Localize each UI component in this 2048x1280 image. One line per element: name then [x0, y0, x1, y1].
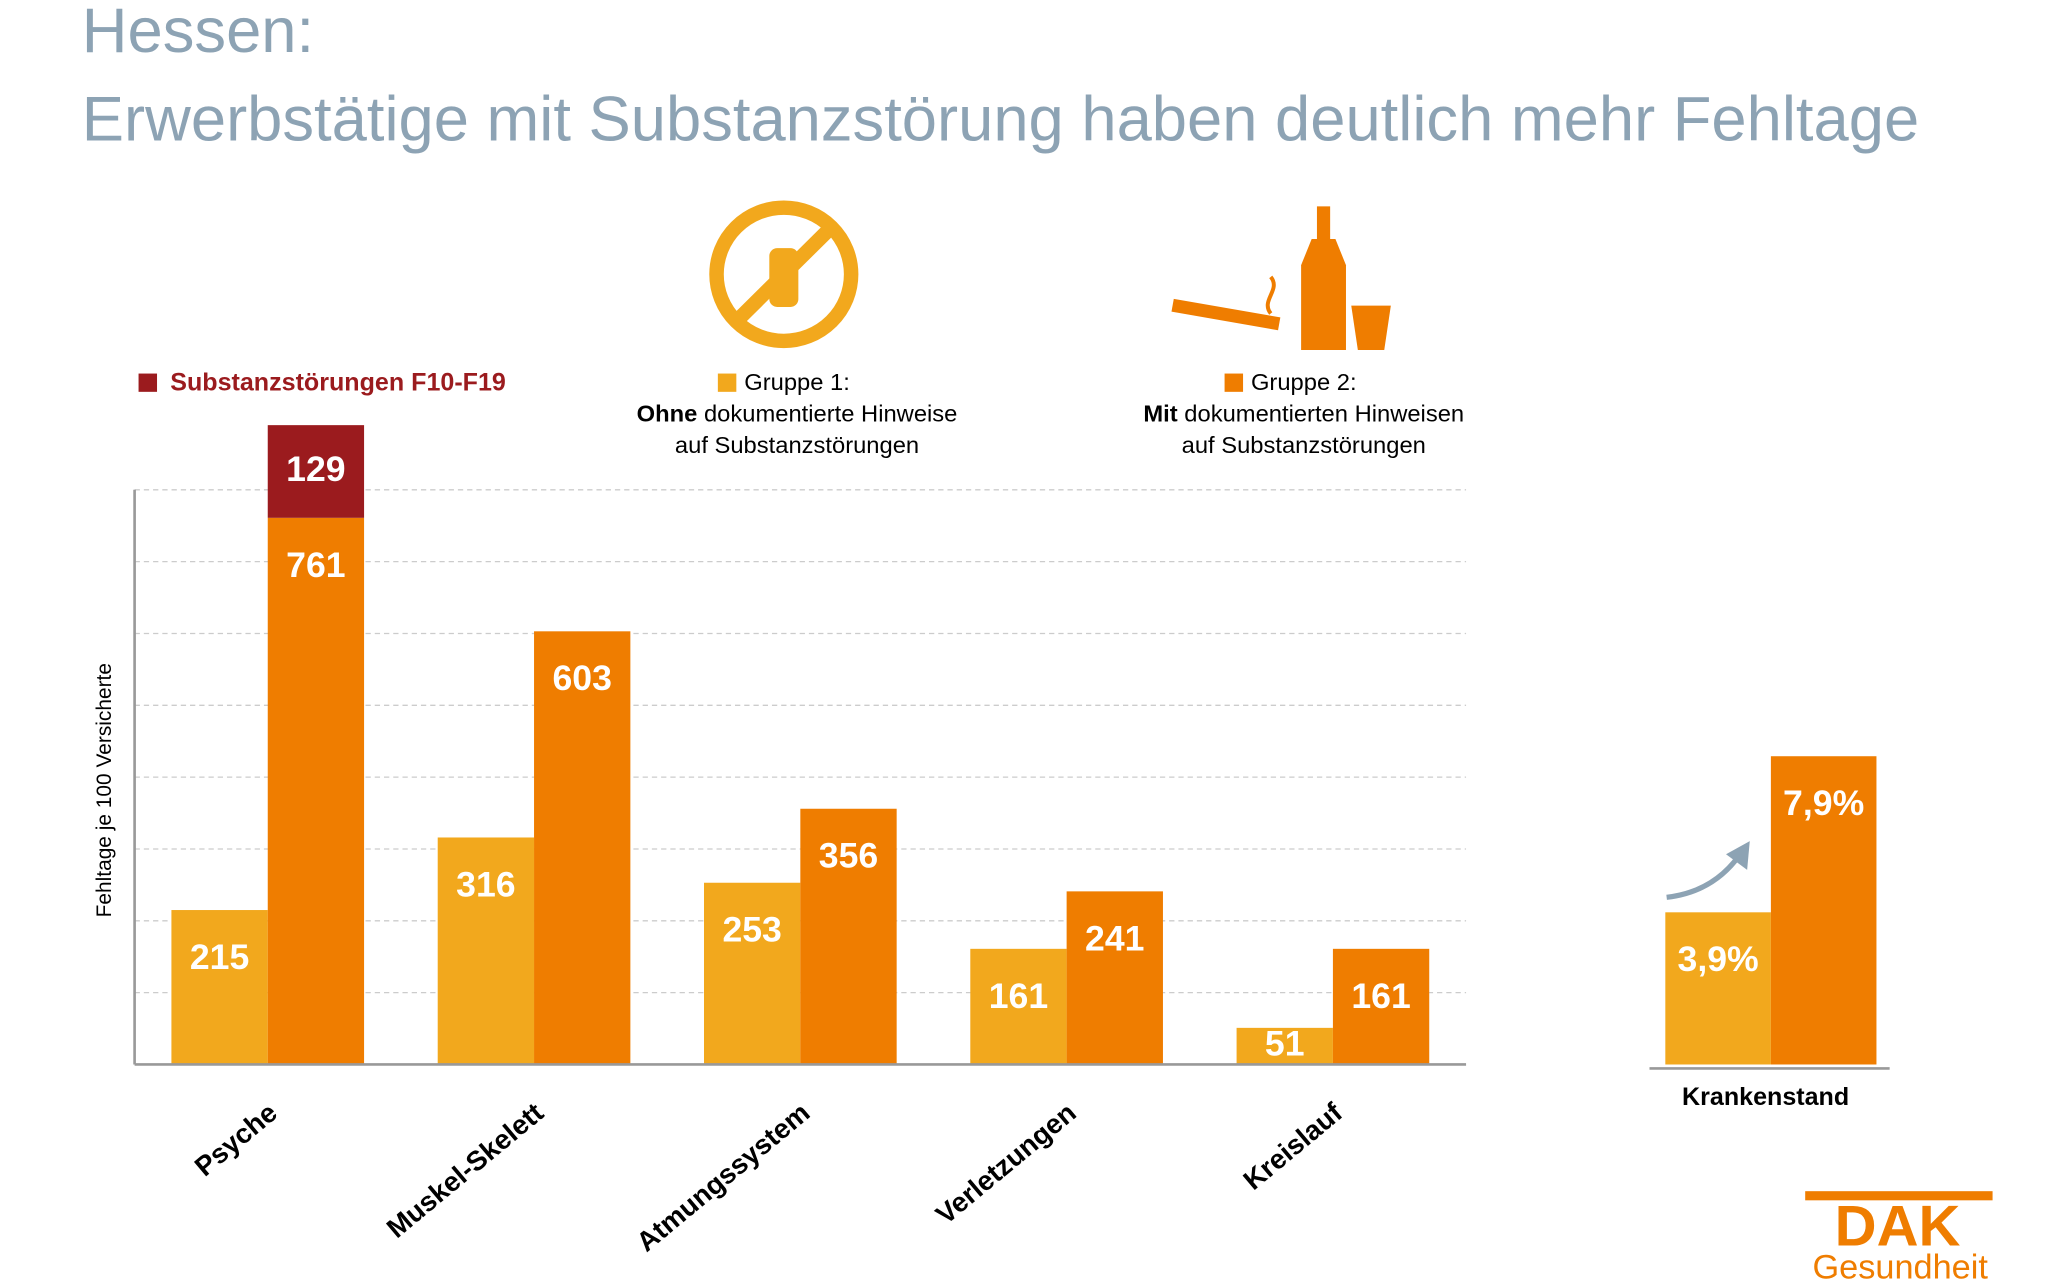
value-label: 761	[286, 545, 345, 585]
value-label: 51	[1265, 1024, 1305, 1064]
value-label: 3,9%	[1678, 939, 1759, 979]
legend-desc-text: dokumentierten Hinweisen	[1184, 402, 1464, 428]
x-tick-label: Psyche	[189, 1097, 283, 1182]
bar	[1332, 948, 1430, 1065]
legend-label: Gruppe 2:	[1251, 370, 1357, 396]
logo-brand: DAK	[1835, 1195, 1961, 1259]
legend-label: Substanzstörungen F10-F19	[170, 369, 506, 397]
value-label: 316	[456, 865, 515, 905]
value-label: 215	[190, 937, 249, 977]
bar	[1665, 912, 1771, 1065]
x-tick-label: Kreislauf	[1237, 1096, 1348, 1196]
bar	[1236, 1027, 1333, 1065]
value-label: 253	[722, 910, 781, 950]
legend-swatch	[1224, 373, 1244, 392]
x-tick-label: Atmungssystem	[630, 1097, 815, 1258]
x-tick-label: Krankenstand	[1682, 1083, 1849, 1111]
value-label: 356	[819, 836, 878, 876]
legend-desc: auf Substanzstörungen	[1182, 433, 1426, 459]
value-label: 7,9%	[1783, 783, 1864, 823]
legend-desc: auf Substanzstörungen	[675, 433, 919, 459]
legend-desc-bold: Ohne	[637, 402, 698, 428]
y-axis-label: Fehltage je 100 Versicherte	[93, 663, 116, 917]
legend-desc-bold: Mit	[1143, 402, 1177, 428]
value-label: 161	[989, 976, 1048, 1016]
bar	[267, 425, 365, 518]
value-label: 161	[1351, 976, 1410, 1016]
trend-arrow	[1666, 841, 1750, 900]
logo-bar	[1805, 1191, 1993, 1201]
bar	[970, 948, 1067, 1065]
legend-swatch	[717, 373, 737, 392]
legend-swatch	[138, 373, 158, 392]
value-label: 603	[552, 658, 611, 698]
value-label: 241	[1085, 918, 1144, 958]
x-tick-label: Verletzungen	[930, 1097, 1082, 1230]
legend-desc: Ohne dokumentierte Hinweise	[637, 402, 958, 428]
bar	[534, 631, 631, 1065]
legend-label: Gruppe 1:	[744, 370, 850, 396]
bar	[704, 882, 801, 1065]
bar	[800, 808, 897, 1065]
no-substance-icon	[709, 200, 859, 349]
bar	[171, 910, 268, 1065]
substance-icon	[1171, 206, 1391, 351]
value-label: 129	[286, 449, 345, 489]
logo-sub: Gesundheit	[1812, 1249, 1988, 1280]
bar	[1066, 891, 1163, 1065]
bar	[1770, 756, 1877, 1065]
bar	[437, 837, 535, 1065]
title: Hessen:	[82, 0, 314, 66]
bar	[267, 517, 365, 1065]
x-tick-label: Muskel-Skelett	[381, 1097, 550, 1244]
legend-desc-text: dokumentierte Hinweise	[704, 402, 957, 428]
legend-desc: Mit dokumentierten Hinweisen	[1143, 402, 1464, 428]
subtitle: Erwerbstätige mit Substanzstörung haben …	[82, 85, 1919, 155]
